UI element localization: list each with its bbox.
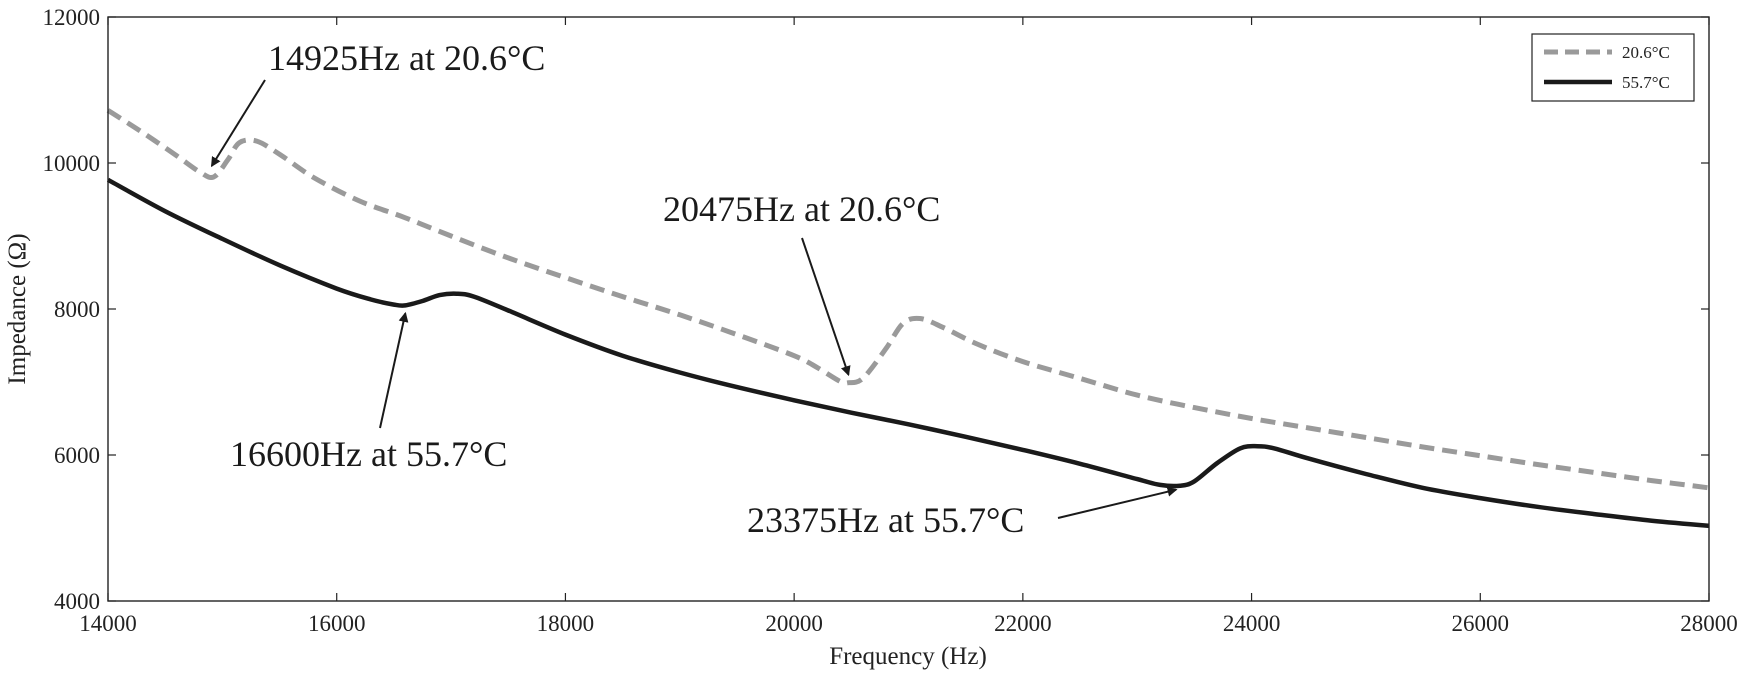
y-tick-label: 6000 bbox=[54, 443, 100, 468]
annotation-label: 23375Hz at 55.7°C bbox=[747, 500, 1024, 540]
x-tick-label: 18000 bbox=[537, 611, 595, 636]
annotation-arrow bbox=[1057, 486, 1178, 519]
x-axis-label: Frequency (Hz) bbox=[829, 643, 987, 670]
x-tick-label: 24000 bbox=[1223, 611, 1281, 636]
y-tick-label: 8000 bbox=[54, 297, 100, 322]
legend-box bbox=[1531, 33, 1695, 102]
y-tick-label: 10000 bbox=[43, 151, 101, 176]
x-tick-label: 28000 bbox=[1680, 611, 1738, 636]
x-tick-label: 16000 bbox=[308, 611, 366, 636]
annotation-label: 16600Hz at 55.7°C bbox=[230, 434, 507, 474]
annotation-label: 20475Hz at 20.6°C bbox=[663, 189, 940, 229]
legend: 20.6°C 55.7°C bbox=[1531, 33, 1695, 102]
annotation-arrow bbox=[801, 237, 851, 377]
annotation-arrow bbox=[379, 311, 409, 429]
y-tick-label: 4000 bbox=[54, 589, 100, 614]
legend-label: 20.6°C bbox=[1622, 43, 1670, 62]
y-tick-label: 12000 bbox=[43, 5, 101, 30]
x-tick-label: 22000 bbox=[994, 611, 1052, 636]
x-tick-label: 26000 bbox=[1452, 611, 1510, 636]
series-line-2 bbox=[106, 177, 1710, 529]
annotation-label: 14925Hz at 20.6°C bbox=[268, 38, 545, 78]
series-line-1 bbox=[106, 108, 1710, 491]
annotation-arrow bbox=[210, 79, 266, 168]
x-tick-label: 14000 bbox=[79, 611, 137, 636]
y-axis-label: Impedance (Ω) bbox=[4, 233, 31, 384]
legend-label: 55.7°C bbox=[1622, 73, 1670, 92]
x-tick-label: 20000 bbox=[765, 611, 823, 636]
